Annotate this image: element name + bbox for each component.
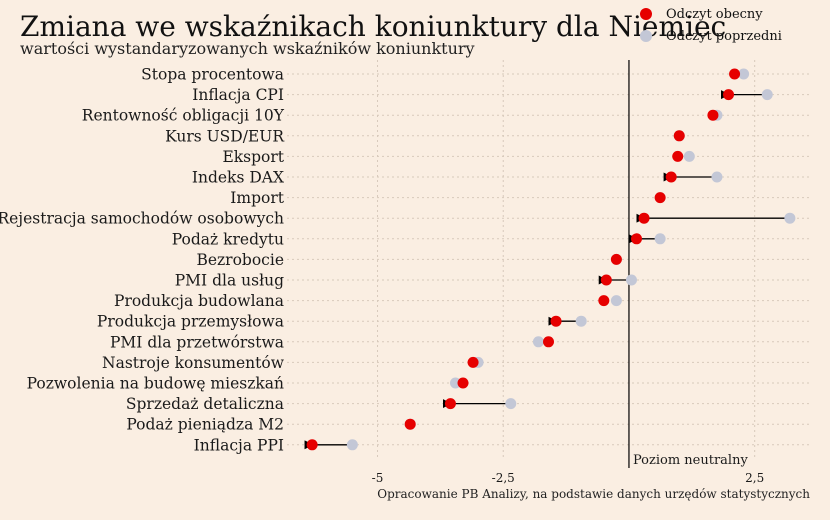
point-current bbox=[673, 130, 685, 142]
point-current bbox=[610, 253, 622, 265]
point-current bbox=[672, 150, 684, 162]
point-previous bbox=[575, 315, 587, 327]
category-label: Nastroje konsumentów bbox=[102, 354, 285, 372]
category-label: Inflacja CPI bbox=[192, 86, 284, 104]
category-label: Import bbox=[230, 189, 284, 207]
legend-label-current: Odczyt obecny bbox=[666, 6, 763, 22]
category-label: Sprzedaż detaliczna bbox=[126, 395, 284, 413]
category-label: Inflacja PPI bbox=[194, 436, 284, 454]
legend: Odczyt obecny Odczyt poprzedni bbox=[640, 3, 782, 47]
category-label: Podaż kredytu bbox=[172, 230, 284, 248]
point-previous bbox=[625, 274, 637, 286]
x-tick-label: -2,5 bbox=[492, 471, 515, 485]
point-current bbox=[598, 295, 610, 307]
legend-item-current: Odczyt obecny bbox=[640, 3, 782, 25]
category-label: Pozwolenia na budowę mieszkań bbox=[27, 375, 284, 393]
x-tick-label: -5 bbox=[372, 471, 384, 485]
point-current bbox=[457, 377, 469, 389]
point-current bbox=[543, 336, 554, 348]
neutral-line-label: Poziom neutralny bbox=[633, 453, 748, 468]
point-current bbox=[654, 192, 666, 204]
x-tick-label: 2,5 bbox=[745, 471, 764, 485]
point-previous bbox=[532, 336, 544, 348]
point-previous bbox=[654, 233, 666, 245]
point-current bbox=[665, 171, 677, 183]
point-current bbox=[306, 439, 318, 451]
legend-marker-previous bbox=[640, 30, 652, 42]
category-label: PMI dla przetwórstwa bbox=[110, 333, 284, 351]
point-previous bbox=[610, 295, 622, 307]
point-current bbox=[631, 233, 643, 245]
point-previous bbox=[505, 398, 517, 410]
point-previous bbox=[346, 439, 358, 451]
category-label: Bezrobocie bbox=[196, 251, 284, 269]
point-current bbox=[467, 356, 479, 368]
category-label: Podaż pieniądza M2 bbox=[126, 416, 284, 434]
category-label: Stopa procentowa bbox=[141, 66, 284, 84]
point-current bbox=[638, 212, 650, 224]
point-previous bbox=[711, 171, 723, 183]
category-label: Eksport bbox=[222, 148, 284, 166]
category-label: Indeks DAX bbox=[192, 169, 284, 187]
category-label: PMI dla usług bbox=[175, 272, 284, 290]
source-note: Opracowanie PB Analizy, na podstawie dan… bbox=[377, 487, 810, 501]
category-label: Kurs USD/EUR bbox=[165, 127, 285, 145]
point-current bbox=[404, 418, 416, 430]
point-previous bbox=[449, 377, 461, 389]
legend-label-previous: Odczyt poprzedni bbox=[666, 28, 782, 44]
point-current bbox=[723, 89, 735, 101]
category-label: Produkcja budowlana bbox=[114, 292, 284, 310]
point-previous bbox=[784, 212, 796, 224]
point-current bbox=[707, 109, 719, 121]
point-previous bbox=[761, 89, 773, 101]
chart-title: Zmiana we wskaźnikach koniunktury dla Ni… bbox=[20, 10, 727, 43]
point-current bbox=[444, 398, 456, 410]
point-current bbox=[729, 68, 741, 80]
legend-marker-current bbox=[640, 8, 652, 20]
point-current bbox=[550, 315, 562, 327]
legend-item-previous: Odczyt poprzedni bbox=[640, 25, 782, 47]
point-previous bbox=[683, 150, 695, 162]
category-label: Produkcja przemysłowa bbox=[97, 313, 284, 331]
category-label: Rentowność obligacji 10Y bbox=[82, 107, 285, 125]
chart-subtitle: wartości wystandaryzowanych wskaźników k… bbox=[20, 39, 475, 58]
point-current bbox=[600, 274, 612, 286]
category-label: Rejestracja samochodów osobowych bbox=[0, 210, 284, 228]
point-previous bbox=[738, 68, 750, 80]
